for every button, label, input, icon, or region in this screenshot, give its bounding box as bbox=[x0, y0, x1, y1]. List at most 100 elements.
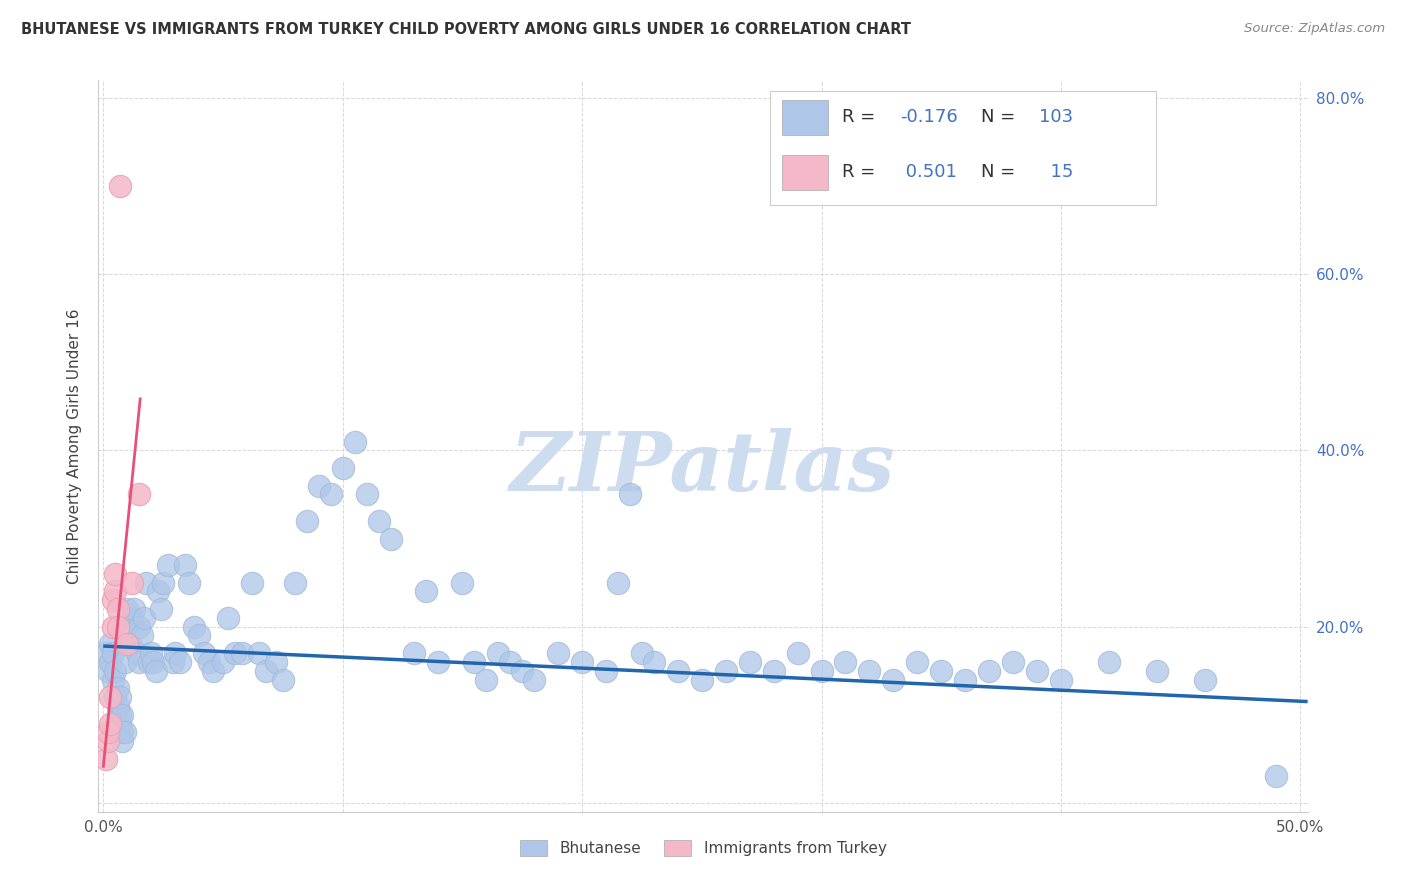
Legend: Bhutanese, Immigrants from Turkey: Bhutanese, Immigrants from Turkey bbox=[513, 834, 893, 863]
Point bbox=[271, 673, 294, 687]
Point bbox=[108, 716, 131, 731]
Point bbox=[100, 655, 122, 669]
Point bbox=[499, 655, 522, 669]
Point bbox=[135, 575, 157, 590]
Point bbox=[104, 690, 127, 705]
Point bbox=[115, 602, 138, 616]
Point bbox=[118, 637, 141, 651]
Point bbox=[188, 628, 211, 642]
Point bbox=[111, 707, 134, 722]
Point bbox=[380, 532, 402, 546]
Point bbox=[100, 716, 122, 731]
Point bbox=[631, 646, 654, 660]
Point bbox=[125, 646, 148, 660]
Point bbox=[690, 673, 713, 687]
Point bbox=[510, 664, 533, 678]
Point bbox=[953, 673, 976, 687]
Point bbox=[128, 655, 150, 669]
Text: 103: 103 bbox=[1039, 108, 1073, 126]
Point bbox=[319, 487, 342, 501]
Point bbox=[111, 725, 134, 739]
Point bbox=[905, 655, 928, 669]
Point bbox=[124, 602, 146, 616]
Point bbox=[97, 725, 120, 739]
Point bbox=[463, 655, 485, 669]
Point bbox=[132, 611, 155, 625]
Point bbox=[202, 664, 225, 678]
Point bbox=[121, 611, 143, 625]
Point bbox=[786, 646, 808, 660]
Point bbox=[111, 734, 134, 748]
Point bbox=[571, 655, 593, 669]
Point bbox=[295, 514, 318, 528]
Point bbox=[367, 514, 389, 528]
Point bbox=[1098, 655, 1121, 669]
Point bbox=[145, 664, 167, 678]
Point bbox=[108, 179, 131, 194]
Point bbox=[104, 584, 127, 599]
Point bbox=[231, 646, 253, 660]
Text: R =: R = bbox=[842, 108, 882, 126]
Point bbox=[224, 646, 246, 660]
Point bbox=[114, 725, 136, 739]
Point bbox=[131, 628, 153, 642]
Text: N =: N = bbox=[981, 162, 1021, 181]
Point bbox=[714, 664, 737, 678]
Point bbox=[415, 584, 437, 599]
Point bbox=[1265, 769, 1288, 783]
Point bbox=[183, 620, 205, 634]
Point bbox=[101, 646, 124, 660]
Point bbox=[762, 664, 785, 678]
Point bbox=[100, 690, 122, 705]
Text: 0.501: 0.501 bbox=[900, 162, 957, 181]
Point bbox=[152, 575, 174, 590]
Point bbox=[343, 434, 366, 449]
Text: ZIPatlas: ZIPatlas bbox=[510, 428, 896, 508]
Point bbox=[738, 655, 761, 669]
Point bbox=[1002, 655, 1025, 669]
Point bbox=[108, 707, 131, 722]
Point bbox=[97, 734, 120, 748]
Point bbox=[94, 646, 117, 660]
Point bbox=[810, 664, 832, 678]
Point bbox=[169, 655, 191, 669]
Point bbox=[101, 620, 124, 634]
Text: BHUTANESE VS IMMIGRANTS FROM TURKEY CHILD POVERTY AMONG GIRLS UNDER 16 CORRELATI: BHUTANESE VS IMMIGRANTS FROM TURKEY CHIL… bbox=[21, 22, 911, 37]
Text: -0.176: -0.176 bbox=[900, 108, 957, 126]
Point bbox=[1146, 664, 1168, 678]
Point bbox=[427, 655, 450, 669]
Point bbox=[101, 673, 124, 687]
Text: N =: N = bbox=[981, 108, 1021, 126]
FancyBboxPatch shape bbox=[782, 100, 828, 135]
Point bbox=[163, 646, 186, 660]
Point bbox=[107, 620, 129, 634]
Point bbox=[451, 575, 474, 590]
Point bbox=[148, 584, 170, 599]
Point bbox=[212, 655, 235, 669]
Text: R =: R = bbox=[842, 162, 882, 181]
Point bbox=[619, 487, 641, 501]
Point bbox=[264, 655, 287, 669]
Point bbox=[1026, 664, 1049, 678]
Point bbox=[1050, 673, 1073, 687]
Point bbox=[882, 673, 904, 687]
Point bbox=[284, 575, 307, 590]
Point bbox=[107, 698, 129, 713]
Point bbox=[97, 664, 120, 678]
Point bbox=[247, 646, 270, 660]
FancyBboxPatch shape bbox=[769, 91, 1157, 204]
Point bbox=[173, 558, 195, 572]
Point bbox=[108, 690, 131, 705]
Text: 15: 15 bbox=[1039, 162, 1074, 181]
Point bbox=[142, 655, 165, 669]
Text: Source: ZipAtlas.com: Source: ZipAtlas.com bbox=[1244, 22, 1385, 36]
Point bbox=[138, 655, 160, 669]
Point bbox=[240, 575, 263, 590]
Point bbox=[104, 664, 127, 678]
Point bbox=[595, 664, 617, 678]
Point bbox=[139, 646, 162, 660]
Point bbox=[197, 655, 219, 669]
Point bbox=[179, 575, 201, 590]
Point bbox=[607, 575, 630, 590]
Point bbox=[107, 602, 129, 616]
